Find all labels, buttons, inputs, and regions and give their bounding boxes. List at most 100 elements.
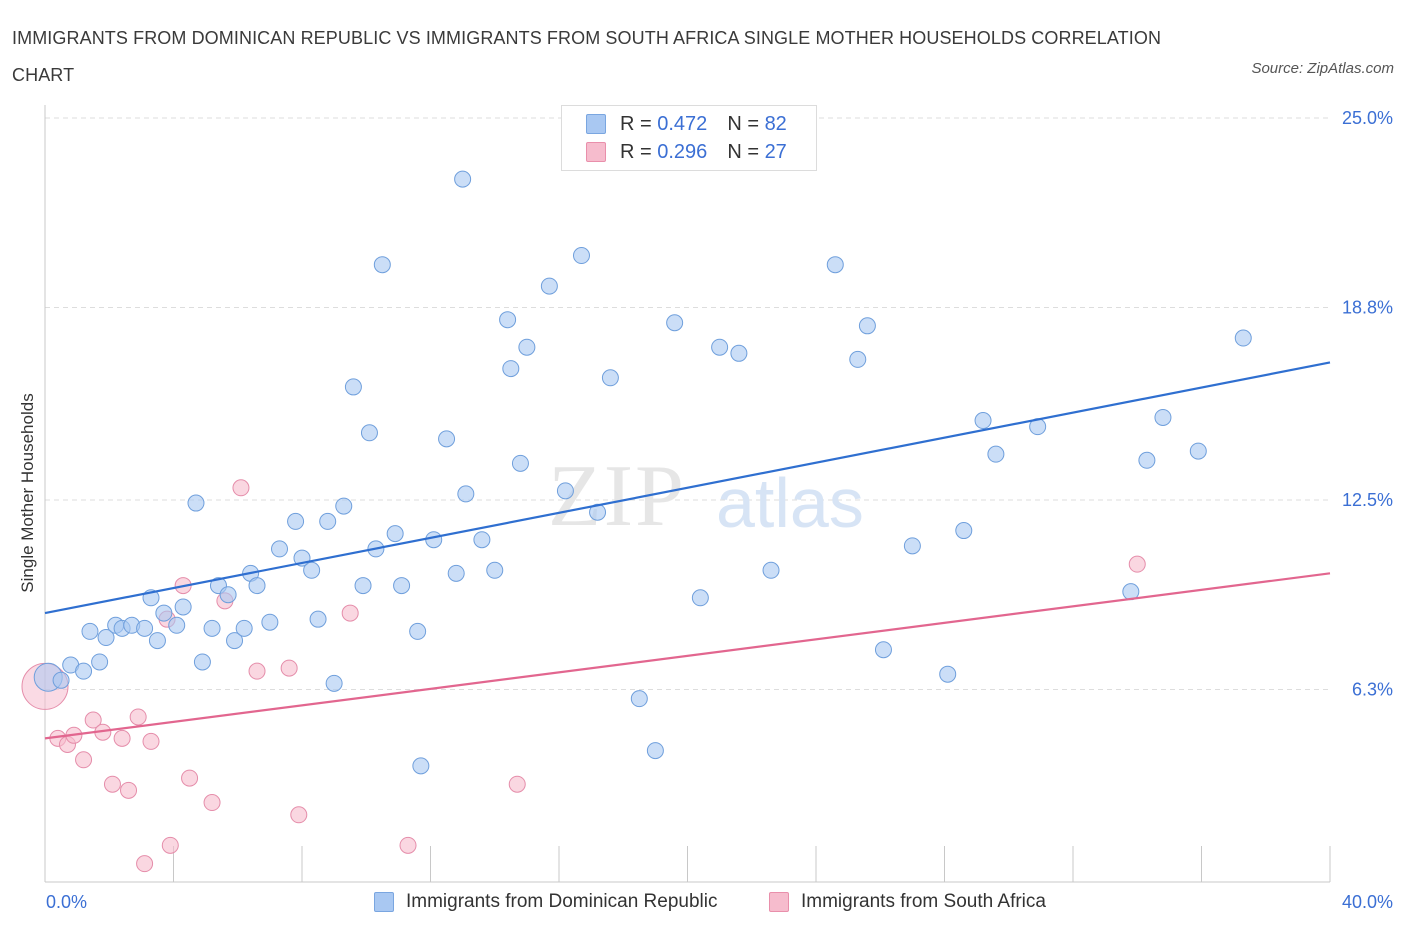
data-point-south-africa xyxy=(1128,555,1146,573)
data-point-dominican xyxy=(386,525,404,543)
y-tick-label: 25.0% xyxy=(1342,108,1393,128)
data-point-dominican xyxy=(91,653,109,671)
data-point-dominican xyxy=(1154,408,1172,426)
data-point-dominican xyxy=(457,485,475,503)
data-point-dominican xyxy=(309,610,327,628)
legend-row-dominican: R = 0.472 N = 82 xyxy=(586,112,787,136)
data-point-dominican xyxy=(486,561,504,579)
data-point-dominican xyxy=(762,561,780,579)
data-point-dominican xyxy=(601,369,619,387)
legend-r-value: 0.472 xyxy=(657,112,708,135)
tick-labels: 6.3% 12.5% 18.8% 25.0% 0.0% 40.0% xyxy=(46,108,1393,912)
trend-line-dominican xyxy=(44,361,1331,615)
data-point-dominican xyxy=(287,512,305,530)
data-point-south-africa xyxy=(341,604,359,622)
data-point-dominican xyxy=(939,665,957,683)
data-point-dominican xyxy=(325,674,343,692)
watermark: ZIP atlas xyxy=(548,448,864,545)
legend-n-value: 27 xyxy=(764,140,787,163)
data-point-dominican xyxy=(987,445,1005,463)
series-dominican-republic xyxy=(21,479,1146,873)
legend-r-value: 0.296 xyxy=(657,140,708,163)
data-point-dominican xyxy=(52,671,70,689)
data-point-dominican xyxy=(473,531,491,549)
data-point-dominican xyxy=(226,632,244,650)
data-point-south-africa xyxy=(181,769,199,787)
data-point-south-africa xyxy=(203,794,221,812)
data-point-south-africa xyxy=(142,732,160,750)
axes xyxy=(44,105,1331,883)
data-point-dominican xyxy=(955,522,973,540)
trend-line-south-africa xyxy=(44,572,1331,740)
data-point-dominican xyxy=(630,690,648,708)
bottom-legend-label-south-africa: Immigrants from South Africa xyxy=(801,891,1046,912)
data-point-south-africa xyxy=(75,751,93,769)
data-point-dominican xyxy=(335,497,353,515)
data-point-dominican xyxy=(412,757,430,775)
data-point-south-africa xyxy=(129,708,147,726)
data-point-dominican xyxy=(858,317,876,335)
bottom-legend-swatch-dominican xyxy=(374,892,394,912)
data-point-south-africa xyxy=(290,806,308,824)
data-point-dominican xyxy=(646,742,664,760)
data-point-south-africa xyxy=(161,836,179,854)
legend-swatch-dominican xyxy=(586,114,606,134)
data-point-dominican xyxy=(344,378,362,396)
data-point-dominican xyxy=(319,512,337,530)
data-point-dominican xyxy=(219,586,237,604)
data-point-dominican xyxy=(511,454,529,472)
data-point-dominican xyxy=(874,641,892,659)
data-point-dominican xyxy=(691,589,709,607)
data-point-dominican xyxy=(502,360,520,378)
bottom-legend-swatch-south-africa xyxy=(769,892,789,912)
y-tick-label: 18.8% xyxy=(1342,297,1393,317)
data-point-dominican xyxy=(303,561,321,579)
data-point-dominican xyxy=(1189,442,1207,460)
data-point-dominican xyxy=(438,430,456,448)
bottom-legend-south-africa: Immigrants from South Africa xyxy=(769,890,1046,914)
data-point-dominican xyxy=(572,247,590,265)
data-point-dominican xyxy=(360,424,378,442)
y-tick-label: 12.5% xyxy=(1342,490,1393,510)
data-point-dominican xyxy=(666,314,684,332)
legend-swatch-south-africa xyxy=(586,142,606,162)
data-point-dominican xyxy=(136,619,154,637)
data-point-dominican xyxy=(97,629,115,647)
data-point-dominican xyxy=(354,577,372,595)
data-point-dominican xyxy=(155,604,173,622)
data-point-dominican xyxy=(826,256,844,274)
data-point-dominican xyxy=(261,613,279,631)
data-point-dominican xyxy=(187,494,205,512)
data-point-dominican xyxy=(81,622,99,640)
data-point-dominican xyxy=(730,344,748,362)
data-point-south-africa xyxy=(232,479,250,497)
data-point-dominican xyxy=(248,577,266,595)
data-point-south-africa xyxy=(113,729,131,747)
data-point-dominican xyxy=(148,632,166,650)
legend-n-label: N = xyxy=(727,140,759,163)
watermark-atlas: atlas xyxy=(716,464,864,542)
bottom-legend-dominican: Immigrants from Dominican Republic xyxy=(374,890,718,914)
data-point-dominican xyxy=(711,338,729,356)
legend-r-label: R = xyxy=(620,140,652,163)
bottom-legend-label-dominican: Immigrants from Dominican Republic xyxy=(406,891,718,912)
data-point-south-africa xyxy=(103,775,121,793)
source-label: Source: ZipAtlas.com xyxy=(1251,60,1394,77)
legend-row-south-africa: R = 0.296 N = 27 xyxy=(586,140,787,164)
trend-lines xyxy=(44,361,1331,740)
data-point-south-africa xyxy=(248,662,266,680)
data-point-dominican xyxy=(174,598,192,616)
data-point-dominican xyxy=(540,277,558,295)
data-point-dominican xyxy=(193,653,211,671)
data-point-dominican xyxy=(447,564,465,582)
data-point-dominican xyxy=(75,662,93,680)
data-point-dominican xyxy=(499,311,517,329)
data-point-south-africa xyxy=(399,836,417,854)
x-tick-label-min: 0.0% xyxy=(46,892,87,912)
data-point-dominican xyxy=(518,338,536,356)
data-point-south-africa xyxy=(84,711,102,729)
data-point-dominican xyxy=(271,540,289,558)
data-point-dominican xyxy=(393,577,411,595)
data-point-dominican xyxy=(903,537,921,555)
